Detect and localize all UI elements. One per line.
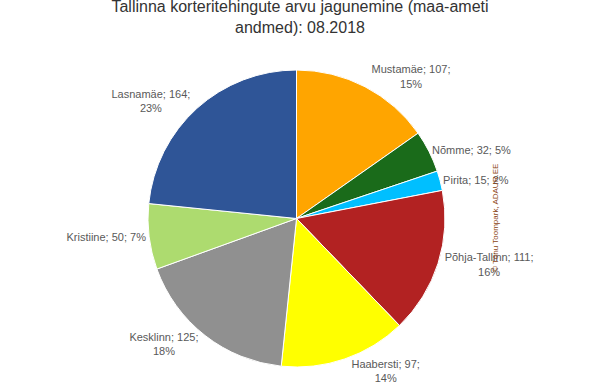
svg-text:Põhja-Tallinn; 111;16%: Põhja-Tallinn; 111;16% [445, 251, 534, 277]
svg-text:Nõmme; 32; 5%: Nõmme; 32; 5% [432, 144, 511, 156]
svg-text:Tallinna korteritehingute arvu: Tallinna korteritehingute arvu jagunemin… [111, 0, 488, 36]
svg-text:Lasnamäe; 164;23%: Lasnamäe; 164;23% [111, 88, 190, 114]
svg-text:Kristiine; 50; 7%: Kristiine; 50; 7% [66, 231, 146, 243]
svg-text:Haabersti; 97;14%: Haabersti; 97;14% [351, 358, 419, 384]
svg-text:Pirita; 15; 2%: Pirita; 15; 2% [443, 174, 509, 186]
svg-text:Mustamäe; 107;15%: Mustamäe; 107;15% [372, 63, 451, 89]
svg-text:© Tõnu Toompark, ADAUR.EE: © Tõnu Toompark, ADAUR.EE [491, 164, 500, 272]
svg-text:Kesklinn; 125;18%: Kesklinn; 125;18% [129, 331, 198, 357]
